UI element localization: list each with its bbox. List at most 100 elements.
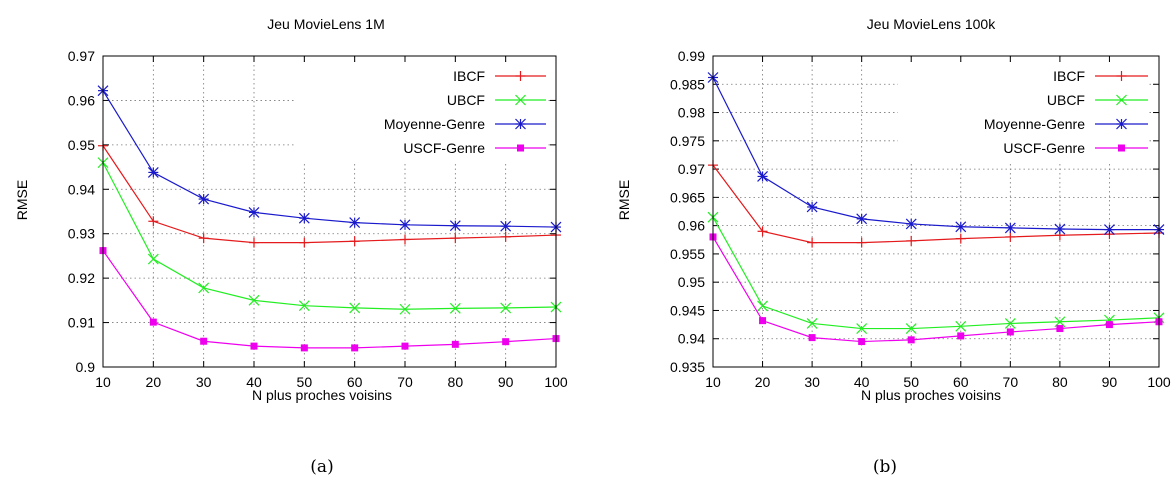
data-point — [298, 212, 310, 224]
marker-stroke — [1054, 223, 1066, 235]
data-point — [399, 219, 411, 231]
marker-square — [517, 144, 524, 152]
legend-label: USCF-Genre — [1003, 140, 1085, 156]
x-tick-label: 10 — [705, 374, 721, 390]
data-point — [757, 171, 768, 182]
data-point — [349, 302, 361, 314]
y-tick-label: 0.96 — [678, 218, 705, 234]
data-point — [955, 221, 967, 233]
x-tick-label: 60 — [347, 374, 363, 390]
legend-marker — [1118, 144, 1125, 152]
x-tick-label: 20 — [146, 374, 162, 390]
data-point — [149, 318, 157, 326]
marker-square — [200, 337, 208, 345]
marker-stroke — [905, 323, 917, 334]
data-point — [905, 323, 917, 334]
legend-item: Moyenne-Genre — [384, 116, 546, 132]
y-tick-label: 0.97 — [68, 48, 95, 64]
marker-square — [858, 338, 866, 346]
x-tick-label: 50 — [903, 374, 919, 390]
data-point — [806, 201, 818, 213]
data-point — [349, 217, 361, 229]
series-uscf-genre — [709, 233, 1163, 346]
marker-square — [1105, 321, 1113, 329]
x-tick-label: 30 — [196, 374, 212, 390]
legend-label: USCF-Genre — [403, 140, 485, 156]
data-point — [856, 237, 867, 248]
marker-stroke — [147, 253, 159, 265]
data-point — [856, 323, 868, 334]
data-point — [1056, 325, 1064, 333]
y-tick-label: 0.975 — [670, 133, 705, 149]
series-ubcf — [707, 211, 1165, 334]
legend-marker — [517, 144, 524, 152]
x-tick-label: 20 — [755, 374, 771, 390]
marker-stroke — [757, 171, 768, 182]
x-tick-label: 80 — [448, 374, 464, 390]
data-point — [858, 338, 866, 346]
data-point — [451, 340, 459, 348]
x-tick-label: 40 — [854, 374, 870, 390]
data-point — [351, 344, 359, 352]
x-tick-label: 70 — [1003, 374, 1019, 390]
y-tick-label: 0.93 — [68, 226, 95, 242]
data-point — [502, 338, 510, 346]
marker-stroke — [806, 318, 818, 329]
marker-square — [907, 336, 915, 344]
marker-square — [351, 344, 359, 352]
y-tick-label: 0.9 — [76, 359, 96, 375]
data-point — [500, 302, 512, 314]
data-point — [198, 233, 209, 244]
marker-stroke — [248, 294, 260, 306]
data-point — [148, 216, 159, 227]
x-tick-label: 50 — [297, 374, 313, 390]
x-tick-label: 10 — [95, 374, 111, 390]
x-tick-label: 100 — [544, 374, 568, 390]
marker-stroke — [198, 193, 210, 205]
data-point — [1054, 223, 1066, 235]
series-line — [102, 90, 557, 228]
data-point — [1105, 321, 1113, 329]
x-tick-label: 90 — [498, 374, 514, 390]
y-axis-label: RMSE — [14, 180, 30, 220]
y-tick-label: 0.945 — [670, 302, 705, 318]
marker-stroke — [399, 219, 411, 231]
legend-background — [898, 62, 1148, 164]
marker-stroke — [248, 206, 260, 218]
marker-stroke — [905, 218, 917, 230]
legend-item: IBCF — [453, 68, 546, 84]
series-line — [712, 164, 1160, 244]
chart-movielens-100k: Jeu MovieLens 100k N plus proches voisin… — [616, 16, 1171, 477]
y-tick-label: 0.985 — [670, 76, 705, 92]
data-point — [399, 303, 411, 315]
legend-item: UBCF — [447, 92, 546, 108]
data-point — [907, 336, 915, 344]
data-point — [856, 213, 868, 225]
legend-label: IBCF — [453, 68, 485, 84]
marker-stroke — [500, 302, 512, 314]
y-tick-label: 0.94 — [678, 331, 705, 347]
chart-movielens-1m: Jeu MovieLens 1M N plus proches voisins … — [14, 16, 568, 477]
marker-stroke — [955, 320, 967, 332]
legend-marker — [1116, 118, 1127, 130]
data-point — [1004, 222, 1016, 234]
data-point — [1005, 231, 1016, 242]
marker-stroke — [500, 220, 512, 232]
series-line — [712, 216, 1160, 330]
data-point — [200, 337, 208, 345]
data-point — [298, 300, 310, 312]
data-point — [450, 233, 461, 244]
data-point — [250, 342, 258, 350]
data-point — [807, 237, 818, 248]
data-point — [248, 206, 260, 218]
marker-stroke — [198, 282, 210, 294]
data-point — [349, 236, 360, 247]
y-tick-label: 0.91 — [68, 315, 95, 331]
data-point — [806, 318, 818, 329]
data-point — [955, 320, 967, 332]
marker-stroke — [515, 118, 526, 130]
marker-stroke — [349, 302, 361, 314]
data-point — [1104, 224, 1115, 236]
marker-stroke — [1104, 224, 1115, 236]
